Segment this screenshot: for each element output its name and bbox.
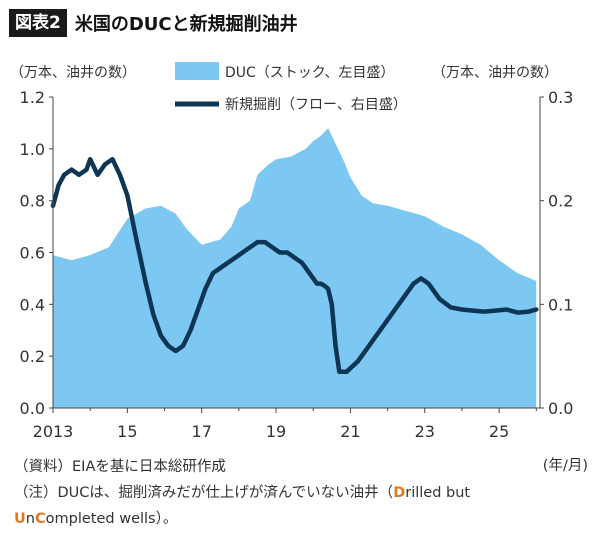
definition-note-cont: UnCompleted wells）。 xyxy=(14,506,470,532)
drilling-line-layer xyxy=(50,156,539,374)
x-tick-label: 19 xyxy=(266,422,286,441)
x-axis-unit: (年/月) xyxy=(543,457,588,474)
definition-note-ompleted: ompleted wells）。 xyxy=(45,511,178,527)
x-tick-label: 15 xyxy=(117,422,137,441)
right-tick-label: 0.1 xyxy=(548,295,573,314)
x-tick-label: 21 xyxy=(340,422,360,441)
left-tick-label: 0.8 xyxy=(20,192,45,211)
x-tick-label: 2013 xyxy=(33,422,74,441)
figure-tag: 図表2 xyxy=(9,9,67,37)
definition-note-rilled: rilled but xyxy=(405,485,471,501)
right-tick-label: 0.2 xyxy=(548,192,573,211)
notes: （資料）EIAを基に日本総研作成 （注）DUCは、掘削済みだが仕上げが済んでいな… xyxy=(14,454,470,532)
figure-title: 米国のDUCと新規掘削油井 xyxy=(74,14,298,35)
definition-note-text: （注）DUCは、掘削済みだが仕上げが済んでいない油井（ xyxy=(14,485,394,501)
left-tick-label: 0.0 xyxy=(20,399,45,418)
right-tick-label: 0.0 xyxy=(548,399,573,418)
acronym-d: D xyxy=(393,485,406,501)
legend-label-duc: DUC（ストック、左目盛） xyxy=(225,65,395,81)
left-tick-label: 1.2 xyxy=(20,88,45,107)
left-tick-label: 0.6 xyxy=(20,244,45,263)
source-note: （資料）EIAを基に日本総研作成 xyxy=(14,459,226,475)
right-tick-label: 0.3 xyxy=(548,88,573,107)
duc-area-layer xyxy=(53,128,537,408)
legend: DUC（ストック、左目盛） 新規掘削（フロー、右目盛） xyxy=(175,62,407,113)
left-axis-unit: （万本、油井の数） xyxy=(10,65,136,81)
x-tick-label: 17 xyxy=(192,422,212,441)
acronym-c: C xyxy=(34,511,46,527)
right-axis-unit: （万本、油井の数） xyxy=(432,65,558,81)
left-tick-label: 0.4 xyxy=(20,295,45,314)
figure-header: 図表2 米国のDUCと新規掘削油井 xyxy=(9,7,298,39)
definition-note-n: n xyxy=(25,511,35,527)
left-tick-label: 0.2 xyxy=(20,347,45,366)
x-tick-label: 23 xyxy=(415,422,435,441)
x-tick-label: 25 xyxy=(489,422,509,441)
acronym-u: U xyxy=(14,511,26,527)
legend-swatch-duc xyxy=(175,62,219,80)
drilling-line xyxy=(50,156,539,374)
axis-layer: 0.0 0.2 0.4 0.6 0.8 1.0 1.2 0.0 0.1 0.2 0.3 2013 15 1… xyxy=(20,88,574,441)
legend-label-drilling: 新規掘削（フロー、右目盛） xyxy=(225,97,407,113)
left-tick-label: 1.0 xyxy=(20,140,45,159)
duc-area xyxy=(53,128,537,408)
definition-note: （注）DUCは、掘削済みだが仕上げが済んでいない油井（Drilled but xyxy=(14,480,470,506)
